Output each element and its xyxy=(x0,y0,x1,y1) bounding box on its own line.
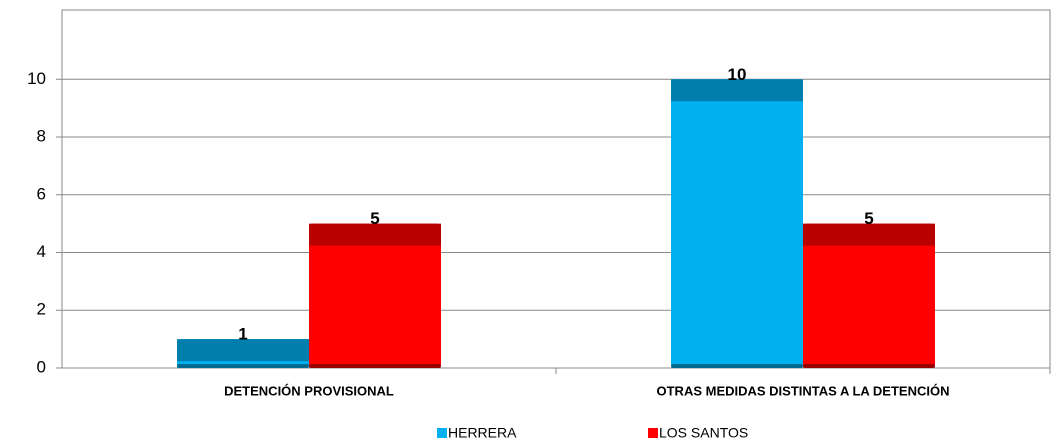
bar-body xyxy=(309,223,441,368)
bar-base xyxy=(803,364,935,368)
value-label: 5 xyxy=(864,209,873,228)
y-tick-label: 10 xyxy=(27,69,46,88)
legend-label: HERRERA xyxy=(448,425,517,441)
bar xyxy=(803,223,935,368)
bar-base xyxy=(671,364,803,368)
value-label: 1 xyxy=(238,325,247,344)
bar xyxy=(177,339,309,368)
bar-cap xyxy=(671,79,803,102)
bar-cap xyxy=(177,339,309,362)
legend-label: LOS SANTOS xyxy=(659,425,748,441)
y-tick-label: 2 xyxy=(37,300,46,319)
y-tick-label: 8 xyxy=(37,127,46,146)
bar-cap xyxy=(309,223,441,246)
bar-body xyxy=(803,223,935,368)
x-tick-label: OTRAS MEDIDAS DISTINTAS A LA DETENCIÓN xyxy=(657,383,950,398)
value-label: 5 xyxy=(370,209,379,228)
legend-swatch xyxy=(648,428,658,438)
y-tick-label: 6 xyxy=(37,184,46,203)
bar-base xyxy=(177,364,309,368)
bar-cap xyxy=(803,223,935,246)
x-tick-label: DETENCIÓN PROVISIONAL xyxy=(224,383,394,398)
bar xyxy=(671,79,803,369)
value-label: 10 xyxy=(728,65,747,84)
y-tick-label: 4 xyxy=(37,242,46,261)
legend-swatch xyxy=(437,428,447,438)
y-tick-label: 0 xyxy=(37,357,46,376)
bar-base xyxy=(309,364,441,368)
bar-body xyxy=(671,79,803,369)
bar xyxy=(309,223,441,368)
